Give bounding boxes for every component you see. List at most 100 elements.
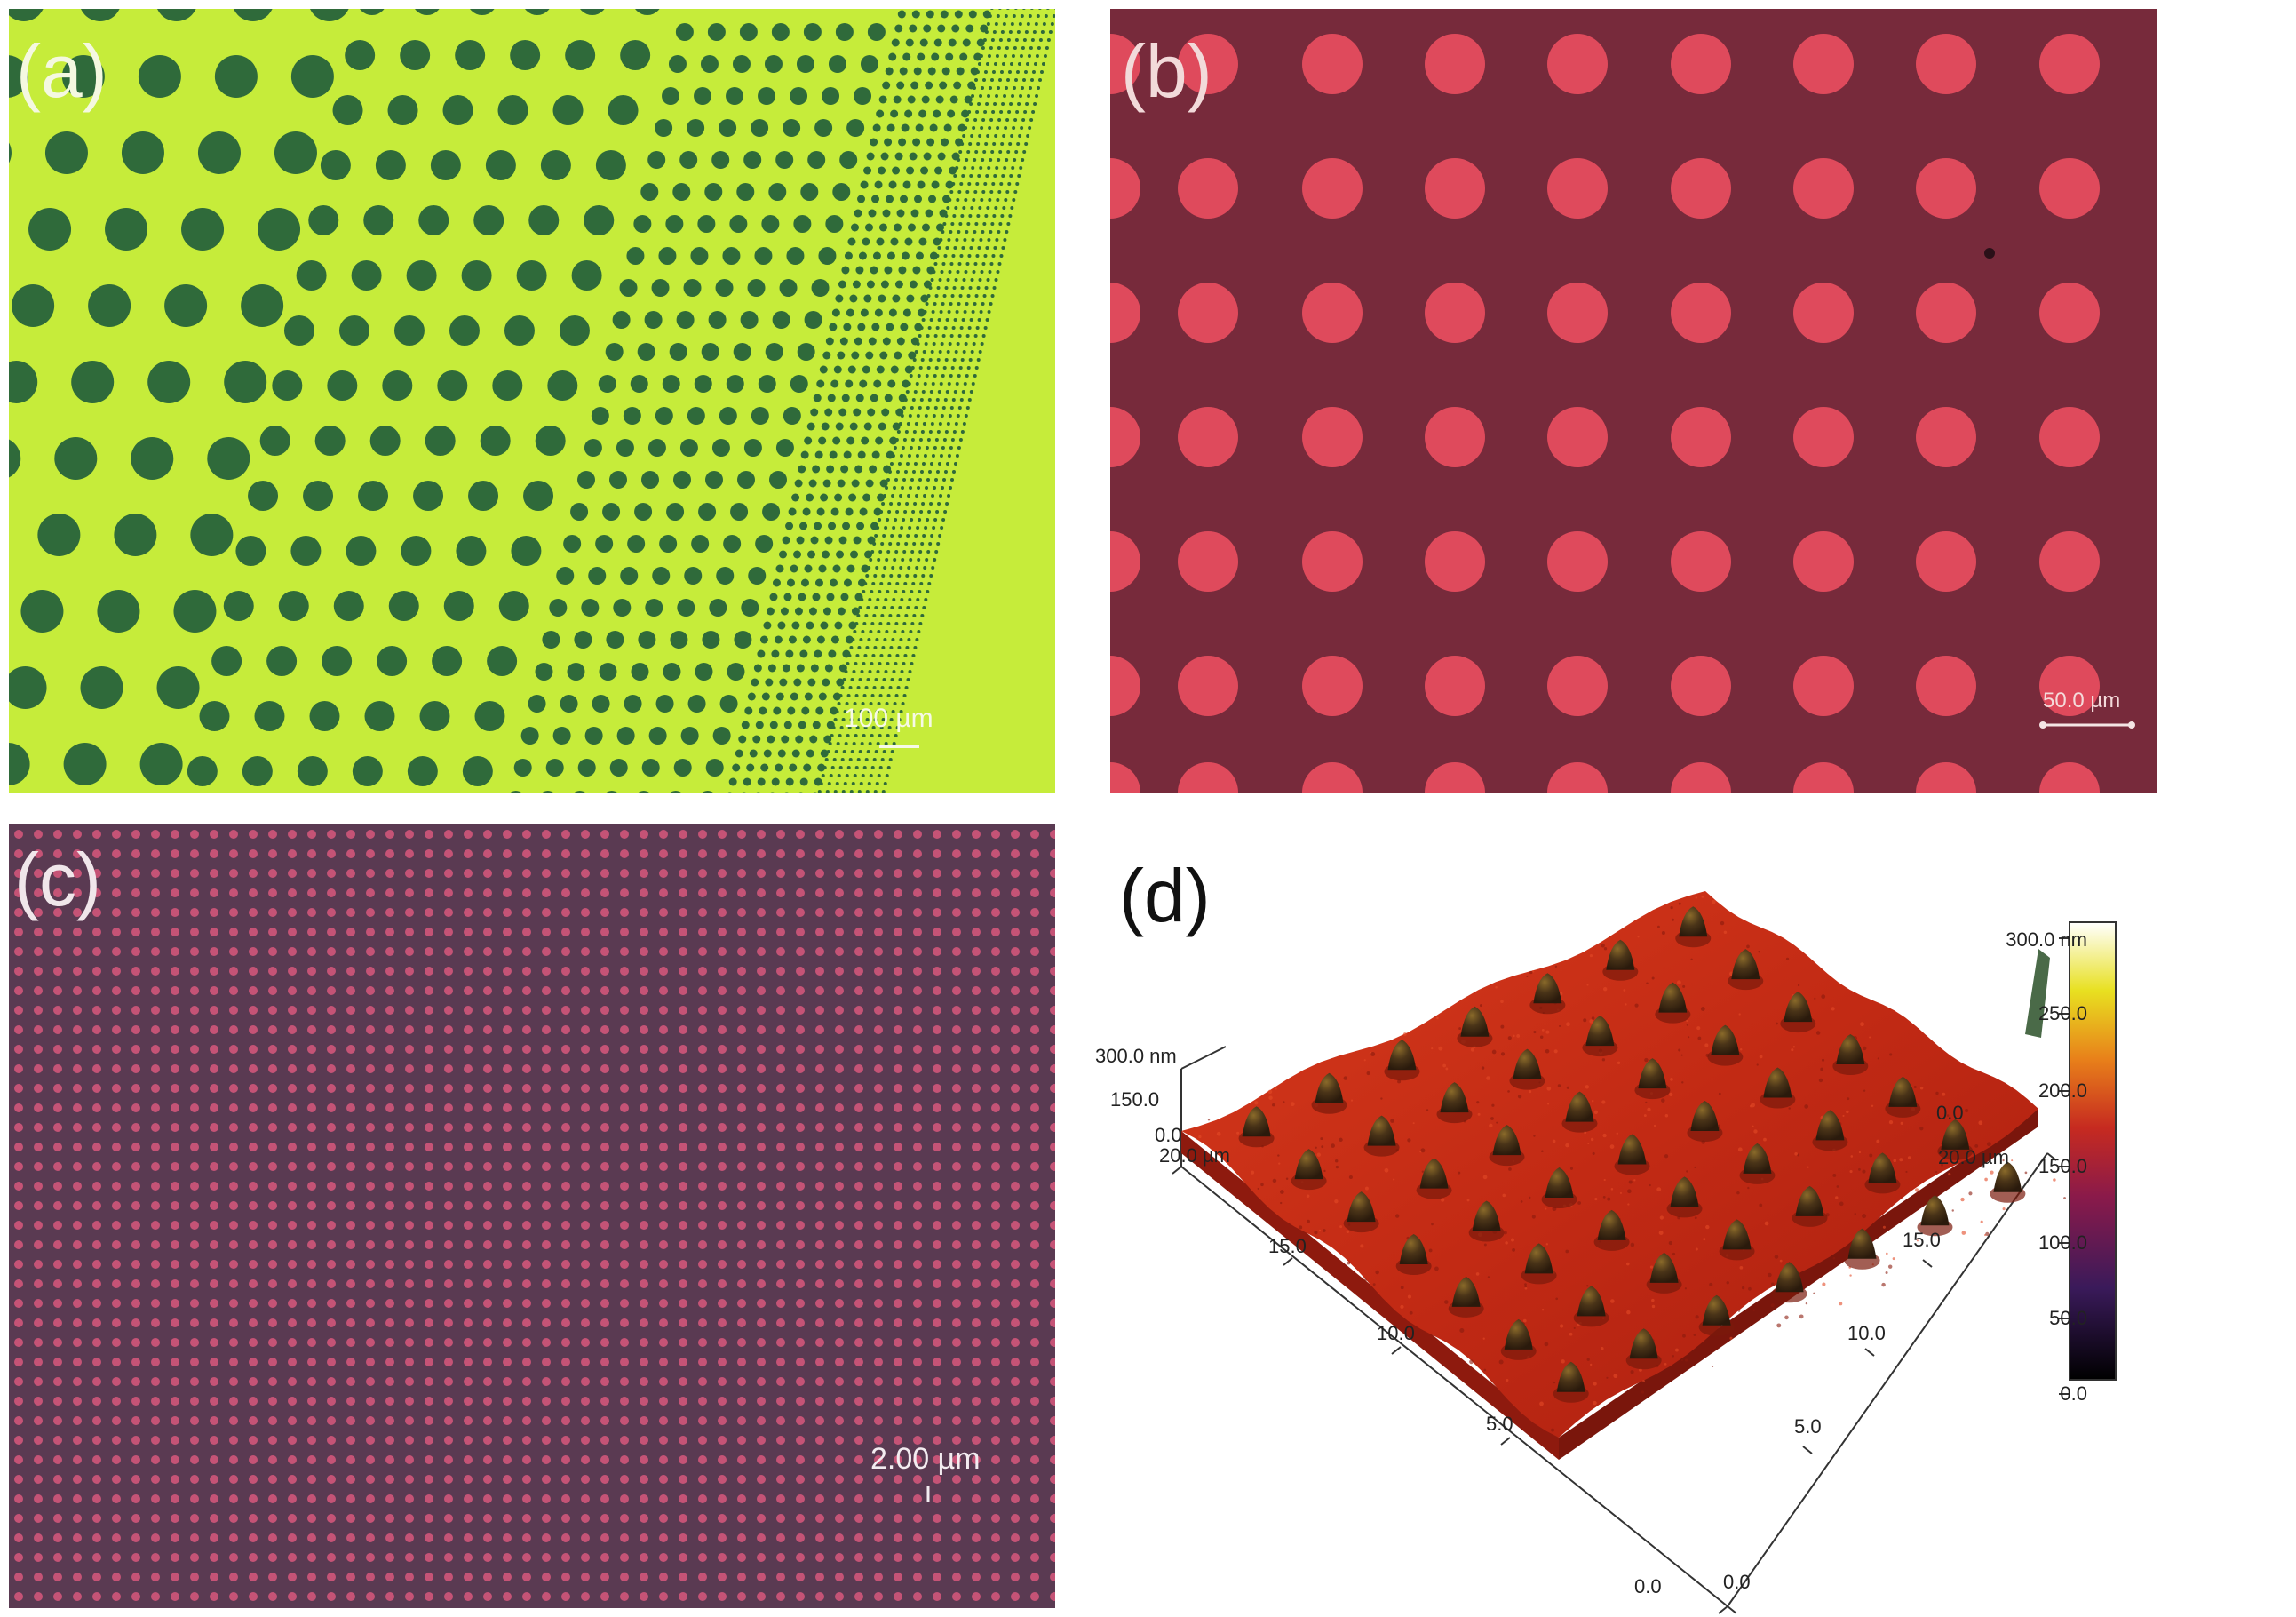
panel-a-dot [931,494,935,498]
panel-a-dot [1003,94,1007,98]
panel-c-dot [698,1182,707,1191]
panel-a-dot [888,542,893,546]
panel-c-dot [503,1201,512,1210]
panel-a-dot [878,734,882,737]
panel-c-dot [718,1123,727,1132]
panel-c-dot [854,1436,863,1445]
panel-a-dot [972,198,976,202]
panel-c-dot [581,1123,590,1132]
panel-a-dot [1013,158,1017,162]
panel-a-dot [896,209,905,218]
panel-c-dot [34,849,43,858]
panel-c-dot [346,888,355,897]
panel-c-dot [659,1573,668,1581]
panel-a-dot [358,481,389,511]
panel-a-dot [824,536,833,545]
panel-a-dot [887,726,892,729]
panel-c-dot [405,1221,414,1230]
panel-c-dot [151,1573,160,1581]
panel-a-dot [974,150,979,154]
panel-c-dot [894,947,902,956]
panel-c-dot [112,1221,121,1230]
panel-a-dot [945,180,954,189]
panel-a-dot [873,507,882,516]
panel-a-dot [989,46,993,50]
panel-c-dot [73,1162,82,1171]
panel-c-dot [425,1123,433,1132]
panel-c-dot [835,1045,844,1054]
panel-a-dot [917,630,921,633]
panel-c-dot [991,1084,1000,1093]
panel-c-dot [131,1299,140,1308]
panel-c-dot [542,1260,551,1269]
panel-a-dot [993,102,997,106]
panel-c-dot [171,1416,179,1425]
panel-a-dot [1015,110,1020,114]
panel-a-dot [927,470,932,474]
panel-a-dot [977,318,981,322]
panel-a-dot [894,478,898,482]
panel-c-dot [757,908,766,917]
panel-c-dot [659,1221,668,1230]
afm-surface-texture [1634,1003,1639,1008]
panel-c-dot [718,1182,727,1191]
panel-a-dot [932,526,936,530]
panel-c-dot [53,1006,62,1015]
panel-b-dot [1547,407,1608,467]
panel-a-dot [877,774,881,777]
panel-c-dot [1030,1318,1039,1327]
panel-c-dot [92,908,101,917]
panel-a-dot [928,542,933,546]
panel-b-dot [2039,158,2100,219]
panel-c-dot [171,1201,179,1210]
panel-c-dot [249,1240,258,1249]
afm-surface-texture [1431,1047,1434,1050]
panel-a-dot [1012,198,1016,202]
panel-a-dot [790,375,808,393]
panel-a-dot [917,446,921,450]
panel-c-dot [757,1573,766,1581]
panel-c-dot [366,986,375,995]
panel-a-dot [920,166,929,175]
panel-c-dot [522,869,531,878]
panel-a-dot [868,742,872,745]
afm-surface-texture [1539,1401,1544,1406]
panel-c-dot [483,1299,492,1308]
panel-b-dot [1916,158,1976,219]
panel-c-dot [151,849,160,858]
panel-c-dot [210,1573,218,1581]
panel-c-dot [229,1240,238,1249]
panel-b-dot [1425,531,1485,592]
afm-surface-texture [1888,1119,1894,1125]
panel-c-dot [346,830,355,839]
panel-c-dot [1030,869,1039,878]
panel-c-dot [229,849,238,858]
panel-c-dot [131,986,140,995]
panel-c-dot [1011,1514,1020,1523]
panel-a-dot [181,208,225,251]
panel-a-dot [749,749,758,758]
panel-b-micrograph: (b) 50.0 µm [1110,9,2157,793]
panel-a-dot [834,493,843,502]
panel-a-dot [627,535,646,553]
panel-c-dot-array [14,830,1055,1601]
panel-c-dot [73,1201,82,1210]
afm-pillar [1784,992,1813,1023]
panel-c-dot [268,908,277,917]
panel-a-dot [945,390,949,394]
panel-c-dot [190,1514,199,1523]
afm-surface-texture [1889,1053,1893,1056]
panel-c-dot [874,1592,883,1601]
panel-c-dot [542,1318,551,1327]
panel-c-dot [1050,1436,1055,1445]
afm-pillar [1513,1048,1542,1079]
panel-c-dot [854,1182,863,1191]
panel-a-dot [851,710,855,713]
panel-c-dot [307,1318,316,1327]
panel-c-dot [112,1553,121,1562]
panel-c-dot [503,1143,512,1151]
panel-a-dot [824,408,833,417]
panel-c-dot [659,1045,668,1054]
panel-c-dot [796,986,805,995]
panel-a-dot [921,318,926,322]
